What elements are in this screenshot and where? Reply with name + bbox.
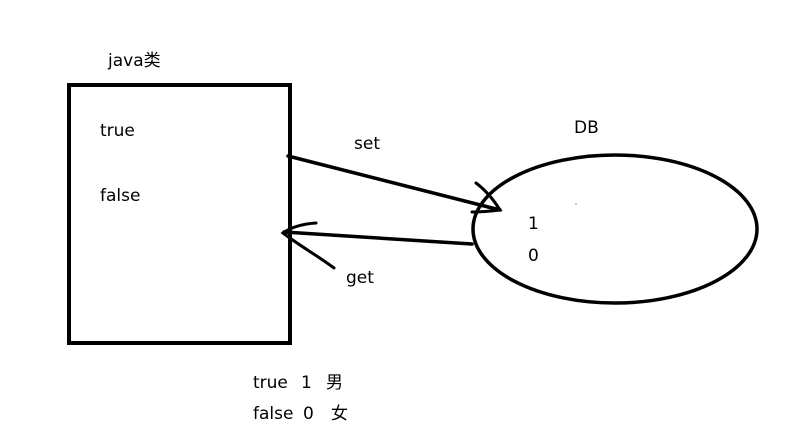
java-class-box <box>67 83 292 345</box>
db-zero-label: 0 <box>528 246 539 266</box>
legend-num: 1 <box>301 373 312 393</box>
db-one-label: 1 <box>528 214 539 234</box>
java-true-label: true <box>100 121 135 141</box>
get-label: get <box>346 268 374 288</box>
set-arrow <box>286 154 503 214</box>
java-false-label: false <box>100 186 141 206</box>
legend-row-false: false 0 女 <box>253 404 348 424</box>
get-arrow <box>280 221 474 270</box>
legend-num: 0 <box>303 404 314 424</box>
legend-row-true: true 1 男 <box>253 373 343 393</box>
legend-bool: false <box>253 404 294 424</box>
legend-gender: 女 <box>331 404 348 424</box>
legend-bool: true <box>253 373 288 393</box>
set-label: set <box>354 134 380 154</box>
java-class-title: java类 <box>108 51 161 71</box>
db-ellipse <box>471 153 759 305</box>
legend-gender: 男 <box>326 373 343 393</box>
stray-dot <box>575 203 577 205</box>
db-title: DB <box>574 118 599 138</box>
